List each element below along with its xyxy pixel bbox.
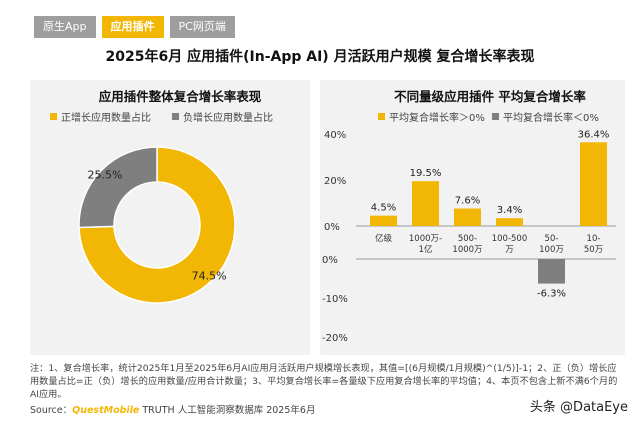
- tab-app-plugin[interactable]: 应用插件: [101, 16, 164, 38]
- x-category-line: 1000万: [452, 245, 482, 255]
- x-category-4: 50-100万: [539, 234, 564, 255]
- bar-chart: 40% 20% 0% 0% -10% -20% 4.5% 亿级 19.5% 1000万-1亿 7.6…: [322, 129, 616, 344]
- x-category-1: 1000万-1亿: [409, 234, 442, 255]
- donut-slice-1: [78, 146, 158, 229]
- legend-swatch-bar-negative: [492, 113, 499, 120]
- source-suffix: TRUTH 人工智能洞察数据库 2025年6月: [139, 405, 316, 416]
- x-category-line: 100万: [539, 245, 564, 255]
- pie-legend-positive: 正增长应用数量占比: [50, 109, 151, 124]
- bar-0: [370, 215, 397, 226]
- donut-slice-0: [78, 146, 236, 304]
- x-category-5: 10-50万: [584, 234, 603, 255]
- y-tick-neg-1: -10%: [322, 294, 348, 305]
- y-tick-pos-0: 40%: [324, 130, 346, 141]
- left-panel-title: 应用插件整体复合增长率表现: [98, 89, 262, 104]
- watermark-text: 头条 @DataEye: [529, 400, 628, 415]
- x-category-line: 50-: [545, 234, 559, 244]
- y-tick-neg-0: 0%: [322, 255, 338, 266]
- y-tick-pos-1: 20%: [324, 176, 346, 187]
- footnotes: 注：1、复合增长率，统计2025年1月至2025年6月AI应用月活跃用户规模增长…: [30, 363, 618, 400]
- x-category-line: 1000万-: [409, 234, 442, 244]
- x-category-line: 50万: [584, 245, 603, 255]
- bar-3: [496, 218, 523, 226]
- source-prefix: Source：: [30, 405, 73, 416]
- source-line: Source：QuestMobile TRUTH 人工智能洞察数据库 2025年…: [30, 402, 315, 416]
- x-category-line: 10-: [587, 234, 601, 244]
- bar-value-4: -6.3%: [537, 289, 566, 300]
- legend-swatch-bar-positive: [378, 113, 385, 120]
- pie-legend-negative: 负增长应用数量占比: [172, 109, 273, 124]
- tab-pc-web[interactable]: PC网页端: [169, 16, 235, 38]
- bar-4: [538, 259, 565, 284]
- legend-label-bar-negative: 平均复合增长率＜0%: [503, 113, 599, 124]
- bar-legend-positive: 平均复合增长率＞0%: [378, 109, 485, 124]
- x-category-line: 1亿: [419, 244, 433, 255]
- legend-label-bar-positive: 平均复合增长率＞0%: [389, 113, 485, 124]
- donut-label-0: 74.5%: [192, 269, 227, 282]
- bar-2: [454, 208, 481, 226]
- legend-label-positive: 正增长应用数量占比: [61, 113, 151, 124]
- tab-bar: 原生App 应用插件 PC网页端: [34, 16, 235, 38]
- right-panel-title: 不同量级应用插件 平均复合增长率: [394, 89, 586, 104]
- x-category-line: 100-500: [492, 234, 528, 244]
- x-category-2: 500-1000万: [452, 234, 482, 255]
- page-title: 2025年6月 应用插件(In-App AI) 月活跃用户规模 复合增长率表现: [105, 49, 535, 65]
- bar-value-2: 7.6%: [455, 196, 480, 207]
- donut-chart: 74.5% 25.5%: [78, 146, 236, 304]
- bar-value-5: 36.4%: [578, 129, 610, 140]
- y-tick-pos-2: 0%: [324, 222, 340, 233]
- bar-value-0: 4.5%: [371, 203, 396, 214]
- bar-1: [412, 181, 439, 226]
- x-category-line: 500-: [458, 234, 477, 244]
- bar-value-1: 19.5%: [410, 168, 442, 179]
- donut-label-1: 25.5%: [87, 169, 122, 182]
- bar-value-3: 3.4%: [497, 205, 522, 216]
- legend-swatch-negative: [172, 113, 179, 120]
- bar-5: [580, 142, 607, 226]
- x-category-0: 亿级: [375, 233, 393, 244]
- bar-legend-negative: 平均复合增长率＜0%: [492, 109, 599, 124]
- x-category-line: 亿级: [375, 233, 393, 244]
- tab-native-app[interactable]: 原生App: [34, 16, 96, 38]
- x-category-line: 万: [505, 245, 514, 255]
- legend-swatch-positive: [50, 113, 57, 120]
- legend-label-negative: 负增长应用数量占比: [183, 113, 273, 124]
- y-tick-neg-2: -20%: [322, 333, 348, 344]
- source-brand: QuestMobile: [72, 405, 140, 416]
- left-panel: [30, 80, 310, 355]
